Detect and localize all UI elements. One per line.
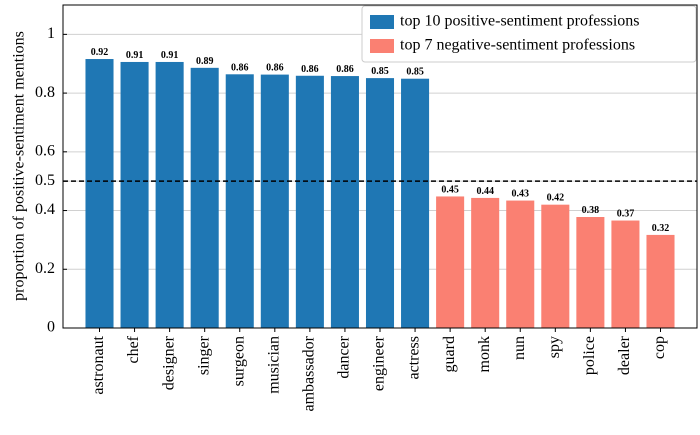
value-label: 0.44: [476, 186, 494, 197]
value-label: 0.32: [652, 223, 670, 234]
x-tick-label: dealer: [616, 335, 633, 375]
bar: [295, 75, 324, 329]
x-tick-label: police: [581, 336, 598, 375]
x-tick-label: designer: [160, 335, 177, 390]
x-tick-label: singer: [195, 335, 212, 375]
value-label: 0.86: [336, 64, 354, 75]
legend-label: top 10 positive-sentiment professions: [400, 13, 640, 30]
plot-frame: [62, 4, 698, 329]
bar: [225, 74, 254, 328]
value-label: 0.85: [406, 67, 424, 78]
y-tick-label: 0.5: [35, 172, 55, 189]
value-label: 0.38: [582, 205, 600, 216]
value-label: 0.86: [301, 64, 319, 75]
value-label: 0.86: [231, 62, 249, 73]
y-tick-label: 1: [47, 25, 55, 42]
bar: [190, 67, 219, 328]
x-tick-label: actress: [406, 336, 423, 380]
legend-swatch: [370, 15, 394, 29]
bar: [436, 196, 465, 328]
x-tick-label: nun: [511, 336, 528, 360]
value-label: 0.85: [371, 66, 389, 77]
value-label: 0.37: [617, 209, 635, 220]
legend-swatch: [370, 39, 394, 53]
value-label: 0.89: [196, 56, 214, 67]
legend-label: top 7 negative-sentiment professions: [400, 37, 635, 54]
x-tick-label: musician: [265, 336, 282, 394]
bar: [576, 217, 605, 328]
bar: [541, 204, 570, 328]
y-tick-label: 0.2: [35, 260, 55, 277]
bar: [506, 200, 535, 328]
bar: [260, 74, 289, 328]
x-tick-label: engineer: [371, 335, 388, 391]
legend-box: [361, 5, 697, 63]
bar: [646, 234, 675, 328]
x-tick-label: astronaut: [90, 335, 107, 394]
value-label: 0.43: [512, 189, 530, 200]
value-label: 0.91: [126, 50, 144, 61]
bar: [85, 59, 114, 329]
bar: [401, 78, 430, 328]
value-label: 0.42: [547, 193, 565, 204]
bar: [365, 78, 395, 329]
value-label: 0.91: [161, 50, 179, 61]
x-tick-label: dancer: [336, 335, 353, 378]
x-tick-label: ambassador: [301, 335, 318, 411]
bar: [611, 220, 640, 328]
value-label: 0.92: [91, 47, 109, 58]
x-tick-label: chef: [125, 335, 142, 363]
value-label: 0.45: [441, 184, 459, 195]
bar: [120, 61, 149, 328]
x-tick-label: monk: [476, 336, 493, 372]
bar: [471, 197, 500, 328]
x-tick-label: guard: [441, 336, 458, 372]
bar: [155, 61, 184, 328]
y-tick-label: 0: [47, 319, 55, 336]
x-tick-label: spy: [546, 336, 563, 358]
value-label: 0.86: [266, 63, 284, 74]
y-tick-label: 0.8: [35, 84, 55, 101]
y-tick-label: 0.4: [35, 201, 55, 218]
bar: [330, 76, 359, 328]
x-tick-label: surgeon: [230, 336, 247, 386]
y-tick-label: 0.6: [35, 142, 55, 159]
x-tick-label: cop: [651, 336, 668, 359]
y-axis-label: proportion of positive-sentiment mention…: [11, 31, 28, 301]
